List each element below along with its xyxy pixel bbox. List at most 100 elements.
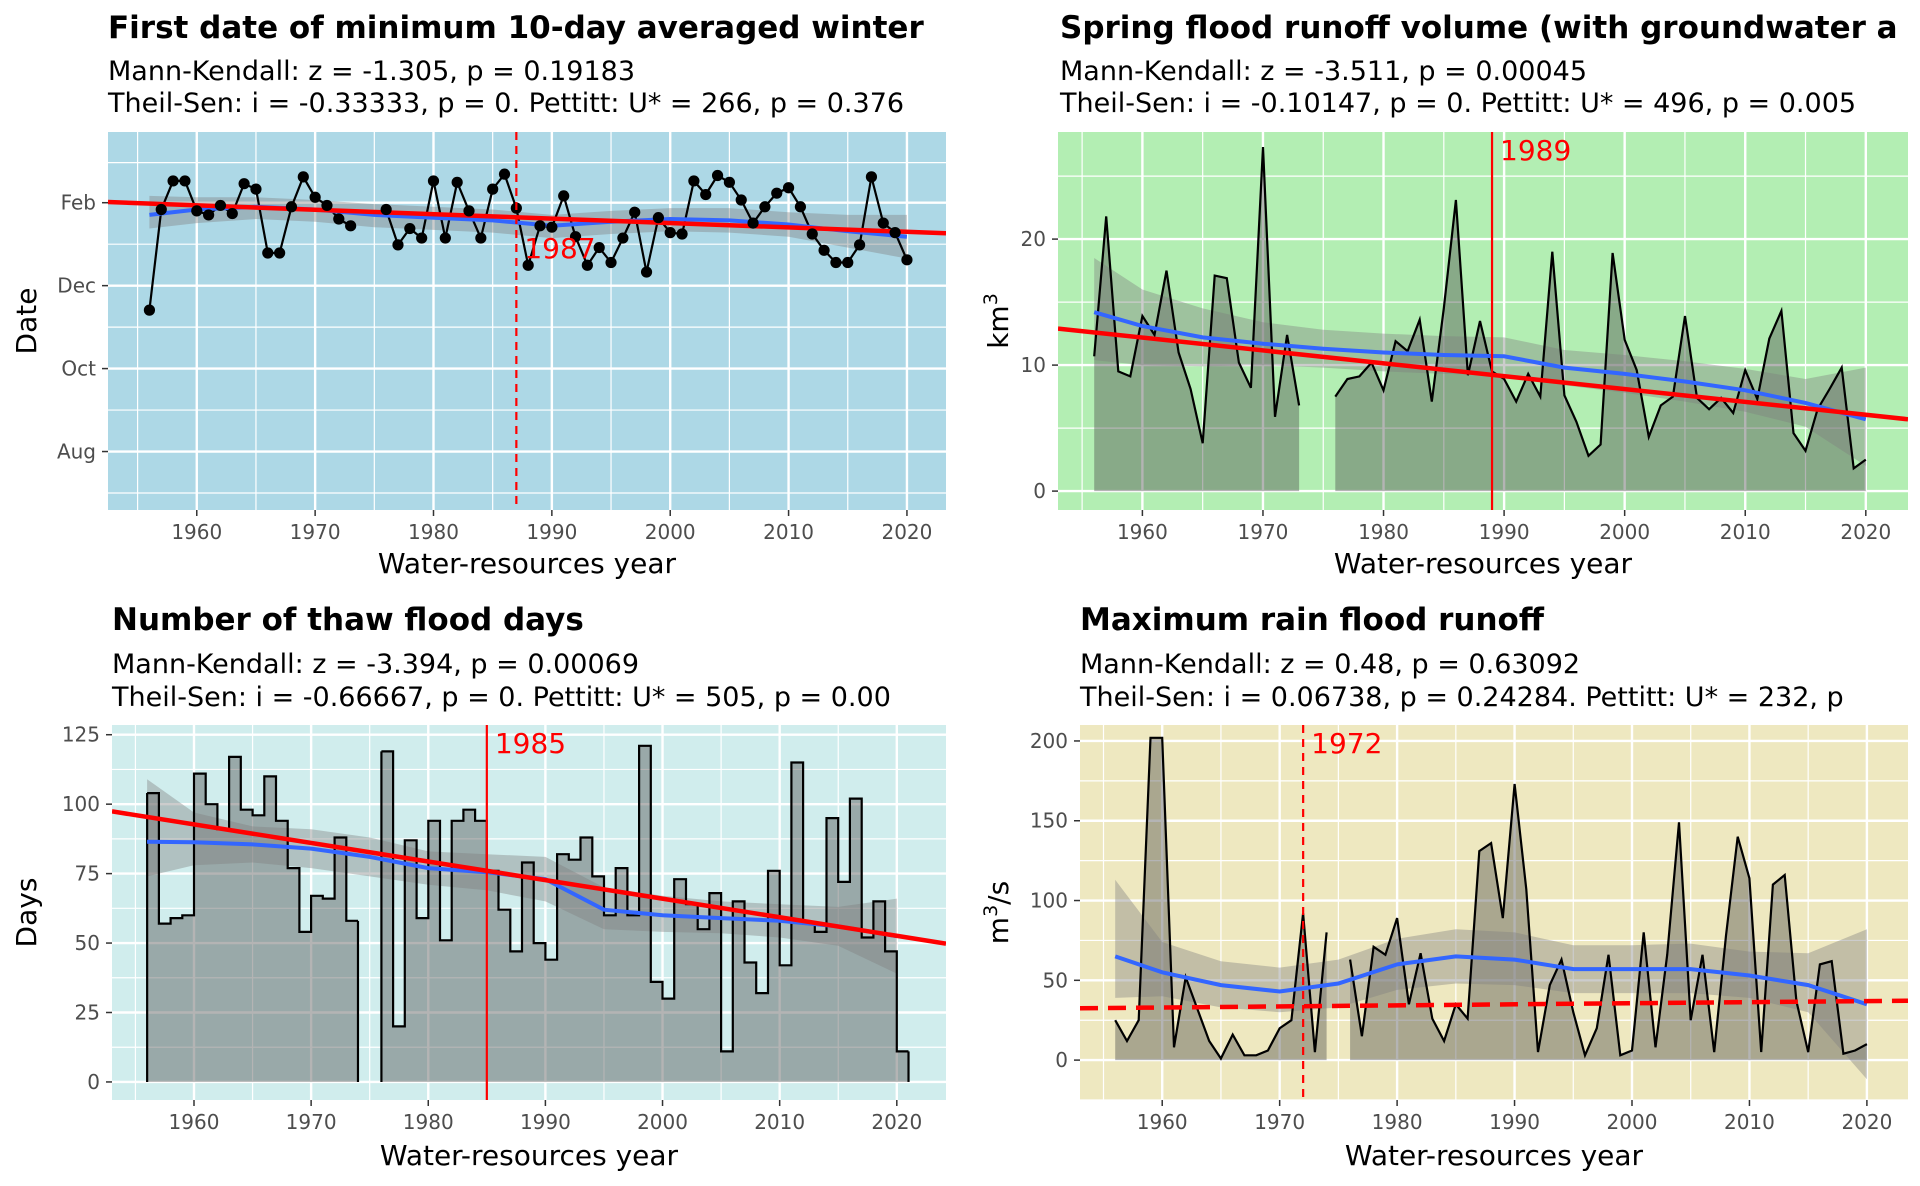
plot-background [108, 132, 946, 510]
data-point [842, 256, 854, 269]
data-point [877, 217, 889, 229]
data-point [427, 175, 440, 187]
data-point [676, 228, 688, 240]
data-point [262, 247, 274, 259]
chart-title: Maximum rain flood runoff [1080, 602, 1545, 638]
data-point [747, 217, 759, 229]
x-tick-label: 1970 [1254, 1110, 1305, 1134]
data-point [392, 239, 404, 251]
data-point [297, 171, 309, 183]
smooth-confidence-band [1094, 258, 1866, 466]
smooth-line [1093, 310, 1867, 422]
data-area-fill [1094, 147, 1300, 492]
y-tick-label: 10 [1021, 353, 1046, 377]
y-tick-label: 100 [1030, 889, 1068, 913]
y-tick-label: 125 [62, 723, 100, 747]
x-tick-label: 1960 [1137, 1110, 1188, 1134]
data-point [617, 232, 629, 244]
data-series-line [1349, 783, 1868, 1059]
x-tick-label: 2000 [1599, 520, 1650, 544]
chart-subtitle-mann-kendall: Mann-Kendall: z = -3.394, p = 0.00069 [112, 649, 639, 680]
x-tick-label: 1980 [1358, 520, 1409, 544]
data-point [191, 205, 203, 217]
data-point [593, 241, 605, 254]
data-point [439, 232, 451, 244]
data-point [853, 239, 866, 251]
data-point [321, 199, 333, 212]
plot-background [112, 725, 946, 1100]
chart-subtitle-mann-kendall: Mann-Kendall: z = 0.48, p = 0.63092 [1080, 649, 1580, 680]
y-tick-label: 75 [75, 862, 100, 886]
data-point [498, 168, 511, 180]
x-axis-label: Water-resources year [380, 1139, 679, 1172]
x-tick-label: 1980 [408, 520, 459, 544]
y-axis-label: Date [10, 288, 43, 355]
data-point [558, 190, 570, 202]
data-point [771, 187, 783, 199]
data-point [345, 220, 357, 232]
data-series-line [381, 744, 909, 1053]
data-point [759, 201, 771, 213]
data-area-fill [147, 756, 358, 1082]
y-axis-label: km3 [980, 293, 1015, 349]
change-point-label: 1989 [1500, 134, 1571, 167]
y-tick-label: 0 [1055, 1048, 1068, 1072]
chart-subtitle-theil-sen-pettitt: Theil-Sen: i = 0.06738, p = 0.24284. Pet… [1079, 682, 1844, 713]
x-tick-label: 2010 [1720, 520, 1771, 544]
y-tick-label: 50 [1043, 968, 1068, 992]
chart-subtitle-theil-sen-pettitt: Theil-Sen: i = -0.33333, p = 0. Pettitt:… [107, 88, 904, 119]
data-point [865, 171, 878, 183]
data-point [143, 304, 156, 316]
data-point [250, 183, 262, 195]
data-point [167, 175, 179, 187]
data-point [451, 176, 463, 188]
x-tick-label: 2020 [871, 1110, 922, 1134]
x-axis-label: Water-resources year [1345, 1139, 1644, 1172]
data-point [640, 266, 653, 278]
data-point [333, 213, 345, 225]
x-tick-label: 1990 [1479, 520, 1530, 544]
data-point [309, 191, 321, 203]
theil-sen-trend-line [1058, 326, 1908, 422]
data-point [487, 183, 499, 195]
chart-subtitle-theil-sen-pettitt: Theil-Sen: i = -0.10147, p = 0. Pettitt:… [1059, 88, 1856, 119]
y-tick-label: Dec [57, 274, 96, 298]
data-point [285, 201, 298, 213]
y-tick-label: 50 [75, 931, 100, 955]
x-tick-label: 2000 [645, 520, 696, 544]
data-point [155, 203, 167, 216]
data-point [522, 259, 534, 271]
y-tick-label: Aug [57, 440, 96, 464]
x-axis-label: Water-resources year [378, 547, 677, 580]
smooth-confidence-band [1115, 879, 1867, 1080]
x-tick-label: 2010 [754, 1110, 805, 1134]
data-point [546, 221, 558, 233]
chart-panel-1: First date of minimum 10-day averaged wi… [10, 10, 946, 580]
x-axis-label: Water-resources year [1334, 547, 1633, 580]
data-point [203, 209, 215, 221]
x-tick-label: 2010 [763, 520, 814, 544]
y-tick-label: 20 [1021, 227, 1046, 251]
chart-panel-4: Maximum rain flood runoff Mann-Kendall: z… [980, 602, 1908, 1172]
y-axis-label: m3/s [980, 881, 1015, 944]
data-area-fill [1335, 200, 1866, 492]
y-tick-label: 150 [1030, 809, 1068, 833]
data-point [179, 175, 191, 187]
chart-title: Spring flood runoff volume (with groundw… [1060, 10, 1898, 46]
x-tick-label: 1960 [1117, 520, 1168, 544]
x-tick-label: 2020 [881, 520, 932, 544]
data-series-line [1334, 199, 1867, 471]
data-point [664, 227, 676, 239]
x-tick-label: 2010 [1724, 1110, 1775, 1134]
x-tick-label: 1970 [1238, 520, 1289, 544]
y-tick-label: 25 [75, 1001, 100, 1025]
change-point-label: 1985 [495, 727, 566, 760]
x-tick-label: 1990 [520, 1110, 571, 1134]
chart-subtitle-mann-kendall: Mann-Kendall: z = -1.305, p = 0.19183 [108, 56, 635, 87]
data-series-line [1114, 736, 1328, 1061]
change-point-label: 1987 [524, 232, 595, 265]
x-tick-label: 2000 [637, 1110, 688, 1134]
x-tick-label: 1960 [169, 1110, 220, 1134]
x-tick-label: 1980 [403, 1110, 454, 1134]
